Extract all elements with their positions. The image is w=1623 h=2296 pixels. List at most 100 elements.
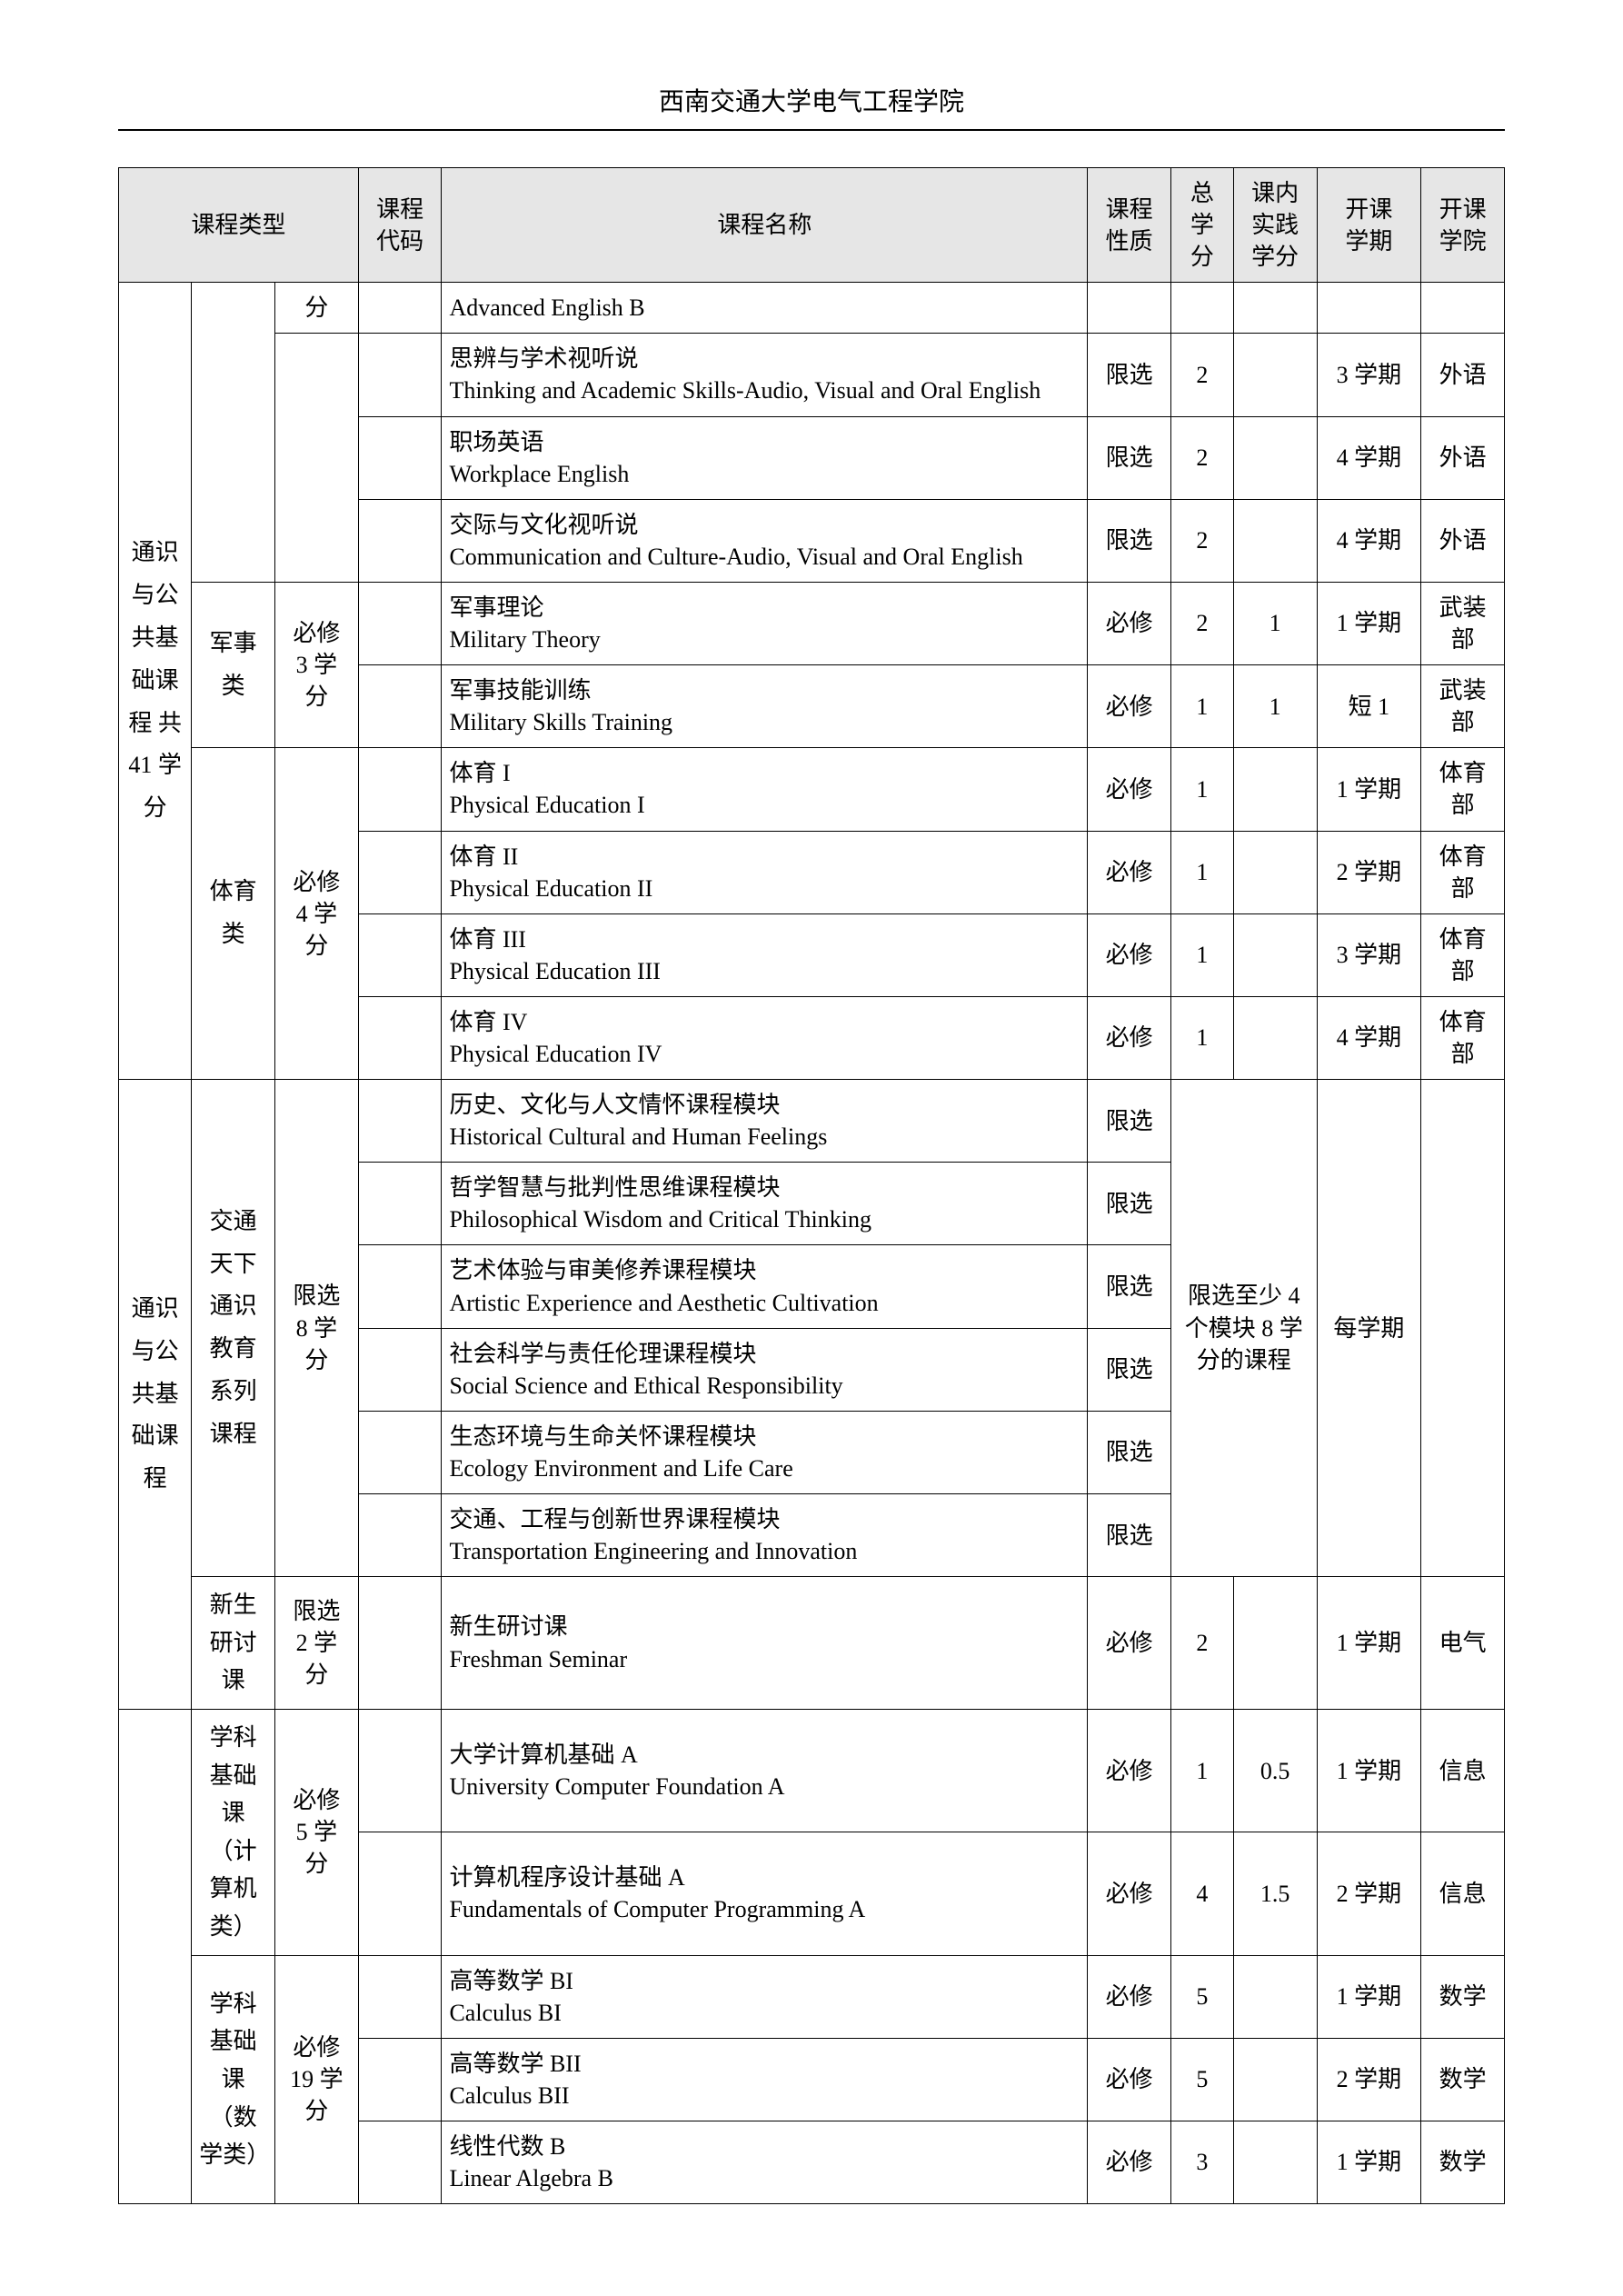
cell-code <box>358 582 442 664</box>
cell-code <box>358 1709 442 1832</box>
sub-pe-req: 必修 4 学 分 <box>274 748 358 1080</box>
name-en: Fundamentals of Computer Programming A <box>449 1893 1080 1925</box>
cell-code <box>358 1832 442 1955</box>
cell-school: 电气 <box>1421 1577 1505 1710</box>
table-row: 思辨与学术视听说Thinking and Academic Skills-Aud… <box>119 334 1505 416</box>
name-cn: 高等数学 BI <box>449 1965 1080 1997</box>
cell-credits: 3 <box>1171 2121 1234 2203</box>
cell-name: 艺术体验与审美修养课程模块Artistic Experience and Aes… <box>442 1245 1088 1328</box>
cell-code <box>358 1328 442 1411</box>
cell-semester: 2 学期 <box>1317 831 1421 913</box>
name-cn: 生态环境与生命关怀课程模块 <box>449 1421 1080 1452</box>
cell-code <box>358 2121 442 2203</box>
cell-credits: 1 <box>1171 831 1234 913</box>
cell-code <box>358 1245 442 1328</box>
ge-note: 限选至少 4个模块 8 学分的课程 <box>1171 1080 1318 1577</box>
cell-credits: 5 <box>1171 1955 1234 2038</box>
cell-name: 计算机程序设计基础 AFundamentals of Computer Prog… <box>442 1832 1088 1955</box>
cell-nature: 必修 <box>1088 1832 1171 1955</box>
name-cn: 交通、工程与创新世界课程模块 <box>449 1503 1080 1535</box>
cell-nature: 必修 <box>1088 582 1171 664</box>
name-en: Transportation Engineering and Innovatio… <box>449 1535 1080 1567</box>
col-code: 课程 代码 <box>358 168 442 283</box>
cell-practice <box>1233 2121 1317 2203</box>
col-school: 开课 学院 <box>1421 168 1505 283</box>
cell-name: 大学计算机基础 AUniversity Computer Foundation … <box>442 1709 1088 1832</box>
name-en: Freshman Seminar <box>449 1643 1080 1675</box>
name-cn: 新生研讨课 <box>449 1611 1080 1642</box>
cell-credits: 2 <box>1171 416 1234 499</box>
cell-credits: 1 <box>1171 996 1234 1079</box>
col-nature: 课程 性质 <box>1088 168 1171 283</box>
table-row: 学科基础课（计算机类） 必修 5 学 分 大学计算机基础 AUniversity… <box>119 1709 1505 1832</box>
cell-name: 体育 IIPhysical Education II <box>442 831 1088 913</box>
name-en: Social Science and Ethical Responsibilit… <box>449 1370 1080 1402</box>
sub-math-req: 必修 19 学 分 <box>274 1955 358 2204</box>
cell-school: 体育部 <box>1421 748 1505 831</box>
cell-credits: 2 <box>1171 499 1234 582</box>
cell-nature: 限选 <box>1088 1411 1171 1493</box>
cell-nature: 限选 <box>1088 334 1171 416</box>
name-cn: 体育 II <box>449 841 1080 873</box>
name-en: Communication and Culture-Audio, Visual … <box>449 541 1080 573</box>
cell-practice <box>1233 1577 1317 1710</box>
cell-name: 历史、文化与人文情怀课程模块Historical Cultural and Hu… <box>442 1080 1088 1163</box>
cell-nature: 必修 <box>1088 1955 1171 2038</box>
cell-school: 信息 <box>1421 1832 1505 1955</box>
cell-name: 交通、工程与创新世界课程模块Transportation Engineering… <box>442 1494 1088 1577</box>
cell-practice <box>1233 283 1317 334</box>
cell-school: 武装部 <box>1421 582 1505 664</box>
cell-semester: 1 学期 <box>1317 1709 1421 1832</box>
cell-nature: 必修 <box>1088 665 1171 748</box>
cell-nature: 必修 <box>1088 1709 1171 1832</box>
page-header: 西南交通大学电气工程学院 <box>118 82 1505 118</box>
cell-code <box>358 2038 442 2121</box>
cell-name: 线性代数 BLinear Algebra B <box>442 2121 1088 2203</box>
name-en: Thinking and Academic Skills-Audio, Visu… <box>449 374 1080 406</box>
cell-name: 生态环境与生命关怀课程模块Ecology Environment and Lif… <box>442 1411 1088 1493</box>
sub-math: 学科基础课（数学类） <box>192 1955 275 2204</box>
cell-school: 数学 <box>1421 1955 1505 2038</box>
cell-code <box>358 748 442 831</box>
sub-military-req: 必修 3 学 分 <box>274 582 358 747</box>
cell-name: 哲学智慧与批判性思维课程模块Philosophical Wisdom and C… <box>442 1163 1088 1245</box>
col-practice: 课内 实践 学分 <box>1233 168 1317 283</box>
col-name: 课程名称 <box>442 168 1088 283</box>
cell-semester: 1 学期 <box>1317 1955 1421 2038</box>
cell-school: 数学 <box>1421 2121 1505 2203</box>
cell-code <box>358 996 442 1079</box>
cell-credits: 1 <box>1171 748 1234 831</box>
name-cn: 职场英语 <box>449 426 1080 458</box>
cell-semester: 4 学期 <box>1317 416 1421 499</box>
cell-name: 职场英语Workplace English <box>442 416 1088 499</box>
name-en: Philosophical Wisdom and Critical Thinki… <box>449 1203 1080 1235</box>
sub-english-req-remainder: 分 <box>274 283 358 334</box>
cell-name: 思辨与学术视听说Thinking and Academic Skills-Aud… <box>442 334 1088 416</box>
table-row: 新生研讨课 限选 2 学 分 新生研讨课Freshman Seminar 必修 … <box>119 1577 1505 1710</box>
sub-pe: 体育类 <box>192 748 275 1080</box>
cell-school: 信息 <box>1421 1709 1505 1832</box>
name-cn: 交际与文化视听说 <box>449 509 1080 541</box>
cell-nature: 限选 <box>1088 1328 1171 1411</box>
sub-freshman-req: 限选 2 学 分 <box>274 1577 358 1710</box>
cell-code <box>358 1411 442 1493</box>
cell-school: 武装部 <box>1421 665 1505 748</box>
cell-name: 新生研讨课Freshman Seminar <box>442 1577 1088 1710</box>
cell-credits: 1 <box>1171 1709 1234 1832</box>
cell-practice <box>1233 1955 1317 2038</box>
cell-code <box>358 283 442 334</box>
cell-practice <box>1233 2038 1317 2121</box>
name-cn: 哲学智慧与批判性思维课程模块 <box>449 1172 1080 1203</box>
cell-semester: 1 学期 <box>1317 748 1421 831</box>
cell-nature: 必修 <box>1088 2038 1171 2121</box>
cell-name: 军事理论Military Theory <box>442 582 1088 664</box>
cell-practice: 1.5 <box>1233 1832 1317 1955</box>
cell-nature: 必修 <box>1088 2121 1171 2203</box>
sub-english <box>192 283 275 583</box>
cell-nature: 限选 <box>1088 499 1171 582</box>
name-en: Historical Cultural and Human Feelings <box>449 1121 1080 1153</box>
name-cn: 计算机程序设计基础 A <box>449 1862 1080 1893</box>
group-a-label: 通识与公共基础课程 共 41 学分 <box>119 283 192 1080</box>
curriculum-table: 课程类型 课程 代码 课程名称 课程 性质 总 学 分 课内 实践 学分 开课 … <box>118 167 1505 2204</box>
cell-semester: 3 学期 <box>1317 334 1421 416</box>
